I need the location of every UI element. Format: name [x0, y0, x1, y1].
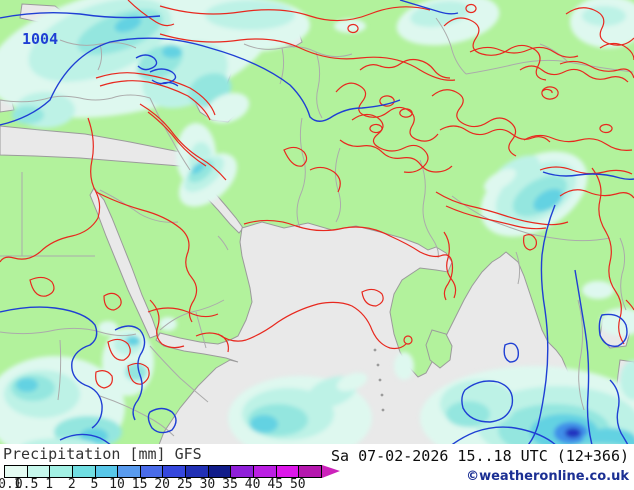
colorbar-segment [95, 466, 119, 477]
colorbar-segment [163, 466, 187, 477]
colorbar-tick-label: 5 [90, 477, 99, 490]
red-sea [89, 187, 159, 339]
colorbar-segment [72, 466, 96, 477]
sri-lanka [425, 329, 453, 369]
colorbar-segment [231, 466, 255, 477]
colorbar-labels: 0.1 0.5 1 2 5 10 15 20 25 30 35 40 45 50 [0, 477, 344, 490]
isobar-value-label: 1004 [22, 30, 58, 48]
colorbar-tick-label: 10 [109, 477, 125, 490]
colorbar-tick-label: 15 [131, 477, 148, 490]
legend-footer: Precipitation [mm] GFS Sa 07-02-2026 15.… [0, 444, 634, 490]
colorbar-segment [276, 466, 300, 477]
colorbar-segment [208, 466, 232, 477]
colorbar-tick-label: 20 [154, 477, 171, 490]
blue-contours [0, 0, 634, 444]
red-contours [0, 0, 634, 389]
map-canvas: 1004 [0, 0, 634, 444]
colorbar-segment [5, 466, 28, 477]
colorbar-segment [186, 466, 209, 477]
colorbar-tick-label: 40 [244, 477, 261, 490]
colorbar-tick-label: 0.5 [14, 477, 39, 490]
colorbar-tick-label: 25 [176, 477, 193, 490]
colorbar-tick-label: 2 [67, 477, 76, 490]
maldives-lakshadweep-islands [373, 348, 385, 412]
colorbar-tick-label: 50 [289, 477, 306, 490]
colorbar-segment [254, 466, 277, 477]
colorbar-arrow-icon [322, 465, 340, 478]
copyright-text: ©weatheronline.co.uk [466, 469, 629, 484]
colorbar-segment [118, 466, 141, 477]
colorbar-segment [299, 466, 321, 477]
colorbar-segment [27, 466, 51, 477]
colorbar-tick-label: 45 [267, 477, 284, 490]
colorbar-tick-label: 35 [222, 477, 238, 490]
legend-title: Precipitation [mm] GFS [3, 445, 202, 463]
colorbar-tick-label: 1 [45, 477, 54, 490]
colorbar-segment [50, 466, 73, 477]
colorbar-segment [140, 466, 164, 477]
precipitation-map: 1004 [0, 0, 634, 444]
country-borders [0, 17, 634, 437]
precip-colorbar [4, 465, 322, 478]
colorbar-tick-label: 30 [199, 477, 216, 490]
colorbar-tick-label: 0.1 [0, 477, 22, 490]
forecast-datetime: Sa 07-02-2026 15..18 UTC (12+366) [330, 447, 629, 465]
